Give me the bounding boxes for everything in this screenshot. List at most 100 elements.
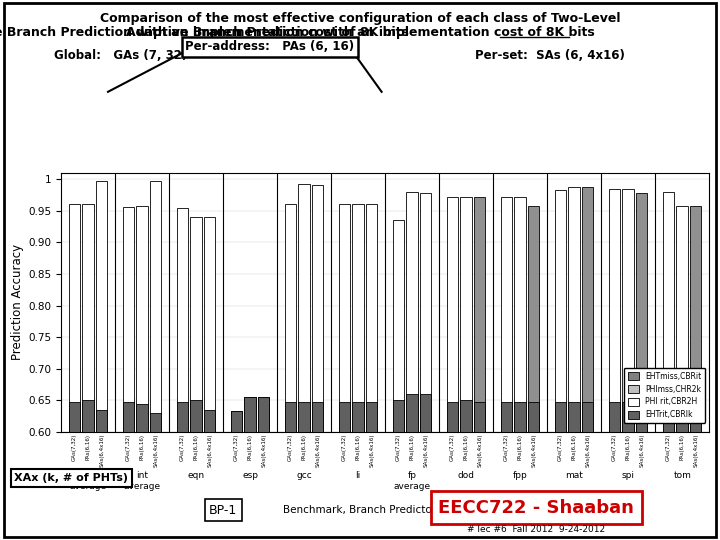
Bar (447, 402, 459, 432)
Bar (407, 192, 418, 432)
Text: GAs(7,32): GAs(7,32) (396, 434, 401, 461)
Bar (582, 402, 593, 432)
Text: GAs(7,32): GAs(7,32) (666, 434, 671, 461)
Text: total
average: total average (70, 471, 107, 491)
Text: li: li (356, 471, 361, 480)
Text: SAs(6,4x16): SAs(6,4x16) (153, 434, 158, 468)
Text: SAs(6,4x16): SAs(6,4x16) (477, 434, 482, 468)
Text: mat: mat (565, 471, 583, 480)
Bar (461, 198, 472, 432)
Text: GAs(7,32): GAs(7,32) (504, 434, 509, 461)
Bar (123, 402, 135, 432)
Text: GAs(7,32): GAs(7,32) (180, 434, 185, 461)
Text: Comparison of the most effective configuration of each class of Two-Level: Comparison of the most effective configu… (100, 12, 620, 25)
Text: gcc: gcc (297, 471, 312, 480)
Bar (258, 396, 269, 432)
Text: SAs(6,4x16): SAs(6,4x16) (99, 434, 104, 468)
Bar (177, 207, 189, 432)
Bar (96, 410, 107, 432)
Text: PAs(6,16): PAs(6,16) (518, 434, 523, 460)
Text: SAs(6,4x16): SAs(6,4x16) (261, 434, 266, 468)
Bar (393, 220, 405, 432)
Text: 8K bits: 8K bits (360, 26, 409, 39)
Text: GAs(7,32): GAs(7,32) (558, 434, 563, 461)
Bar (636, 193, 647, 432)
Text: PAs(6,16): PAs(6,16) (302, 434, 307, 460)
Text: fp
average: fp average (394, 471, 431, 491)
Bar (393, 400, 405, 432)
Text: SAs(6,4x16): SAs(6,4x16) (423, 434, 428, 468)
Bar (528, 402, 539, 432)
Bar (663, 402, 675, 432)
Text: PAs(6,16): PAs(6,16) (194, 434, 199, 460)
Text: BP-1: BP-1 (209, 504, 238, 517)
Bar (366, 402, 377, 432)
Text: eqn: eqn (188, 471, 204, 480)
Text: GAs(7,32): GAs(7,32) (450, 434, 455, 461)
Bar (555, 402, 567, 432)
Legend: EHTmiss,CBRit, PHImss,CHR2k, PHI rit,CBR2H, EHTrit,CBRIk: EHTmiss,CBRit, PHImss,CHR2k, PHI rit,CBR… (624, 368, 706, 423)
Bar (312, 402, 323, 432)
Bar (177, 402, 189, 432)
Bar (204, 217, 215, 432)
Bar (677, 206, 688, 432)
Bar (245, 397, 256, 432)
Bar (191, 400, 202, 432)
Bar (123, 207, 135, 432)
Bar (299, 402, 310, 432)
Text: PAs(6,16): PAs(6,16) (680, 434, 685, 460)
Bar (353, 205, 364, 432)
Text: SAs(6,4x16): SAs(6,4x16) (639, 434, 644, 468)
Bar (137, 206, 148, 432)
Text: dod: dod (458, 471, 474, 480)
Bar (569, 187, 580, 432)
Text: SAs(6,4x16): SAs(6,4x16) (315, 434, 320, 468)
Bar (191, 217, 202, 432)
Bar (420, 193, 431, 432)
Text: PAs(6,16): PAs(6,16) (86, 434, 91, 460)
Bar (353, 402, 364, 432)
Bar (528, 206, 539, 432)
Bar (150, 413, 161, 432)
Bar (474, 402, 485, 432)
Bar (663, 192, 675, 432)
Bar (137, 403, 148, 432)
Bar (150, 181, 161, 432)
Bar (623, 188, 634, 432)
Bar (501, 197, 513, 432)
Text: PAs(6,16): PAs(6,16) (410, 434, 415, 460)
Bar (474, 197, 485, 432)
Bar (231, 410, 243, 432)
Text: PAs(6,16): PAs(6,16) (464, 434, 469, 460)
Text: GAs(7,32): GAs(7,32) (342, 434, 347, 461)
Text: PAs(6,16): PAs(6,16) (248, 434, 253, 460)
Bar (609, 189, 621, 432)
Bar (515, 402, 526, 432)
Text: # lec #6  Fall 2012  9-24-2012: # lec #6 Fall 2012 9-24-2012 (467, 524, 606, 534)
Text: XAx (k, # of PHTs): XAx (k, # of PHTs) (14, 473, 128, 483)
Bar (231, 410, 243, 432)
Bar (447, 198, 459, 432)
Text: SAs(6,4x16): SAs(6,4x16) (585, 434, 590, 468)
Bar (582, 187, 593, 432)
Text: PAs(6,16): PAs(6,16) (626, 434, 631, 460)
Bar (285, 402, 297, 432)
Bar (420, 394, 431, 432)
Text: GAs(7,32): GAs(7,32) (612, 434, 617, 461)
Text: GAs(7,32): GAs(7,32) (288, 434, 293, 461)
Bar (555, 190, 567, 432)
Bar (204, 410, 215, 432)
Bar (312, 185, 323, 432)
Text: fpp: fpp (513, 471, 528, 480)
Text: Global:   GAs (7, 32): Global: GAs (7, 32) (54, 49, 187, 62)
Text: GAs(7,32): GAs(7,32) (126, 434, 131, 461)
Bar (609, 402, 621, 432)
Y-axis label: Prediction Accuracy: Prediction Accuracy (12, 244, 24, 361)
Bar (623, 402, 634, 432)
Bar (285, 205, 297, 432)
Bar (690, 402, 701, 432)
Text: GAs(7,32): GAs(7,32) (234, 434, 239, 461)
Text: GAs(7,32): GAs(7,32) (72, 434, 77, 461)
Text: SAs(6,4x16): SAs(6,4x16) (693, 434, 698, 468)
Bar (515, 198, 526, 432)
